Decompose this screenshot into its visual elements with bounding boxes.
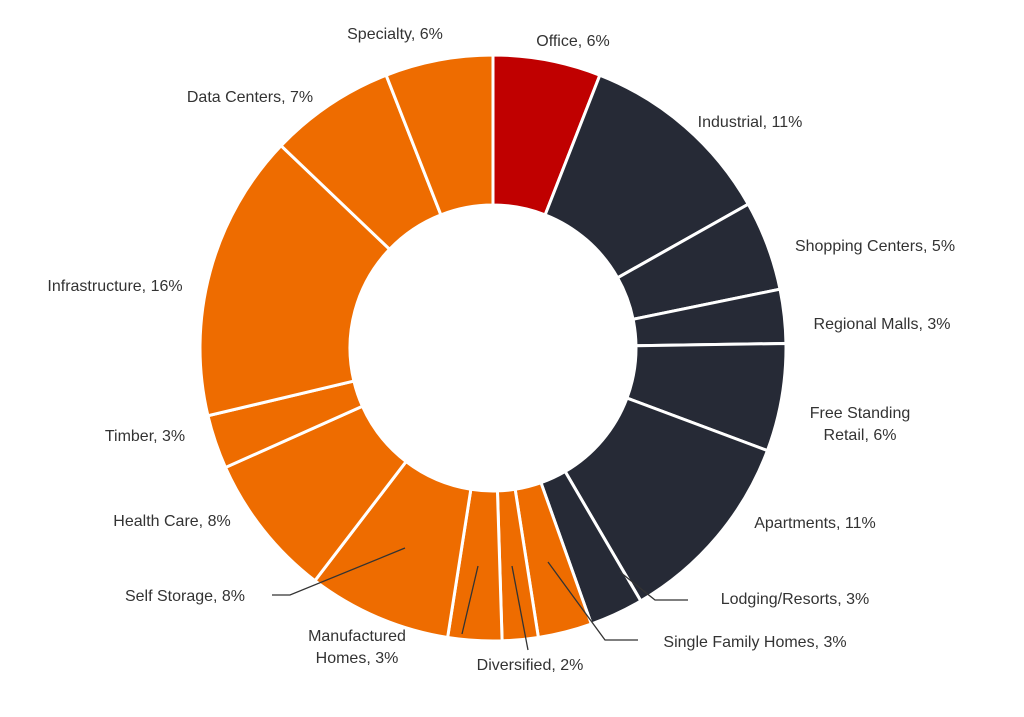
data-label: Apartments, 11% bbox=[754, 515, 876, 532]
data-label: Data Centers, 7% bbox=[186, 89, 314, 106]
data-label: Shopping Centers, 5% bbox=[794, 238, 956, 255]
data-label: Regional Malls, 3% bbox=[813, 316, 951, 333]
data-label: Self Storage, 8% bbox=[124, 588, 246, 605]
data-label: Lodging/Resorts, 3% bbox=[720, 591, 870, 608]
leader-line bbox=[511, 565, 529, 651]
slice bbox=[198, 143, 392, 418]
leader-line bbox=[547, 561, 638, 641]
slice bbox=[384, 53, 495, 217]
data-label: Health Care, 8% bbox=[113, 513, 231, 530]
data-label: Office, 6% bbox=[536, 33, 610, 50]
data-label: Infrastructure, 16% bbox=[47, 278, 183, 295]
slice bbox=[543, 73, 751, 280]
data-label: Manufactured Homes, 3% bbox=[308, 628, 406, 667]
leader-line bbox=[619, 571, 688, 601]
data-label: Industrial, 11% bbox=[697, 114, 803, 131]
leader-line bbox=[461, 565, 479, 635]
slice bbox=[563, 396, 770, 604]
data-label: Specialty, 6% bbox=[347, 26, 443, 43]
data-label: Free Standing Retail, 6% bbox=[809, 405, 911, 444]
data-label: Diversified, 2% bbox=[476, 657, 584, 674]
data-label: Timber, 3% bbox=[104, 428, 186, 445]
leader-line bbox=[272, 547, 406, 596]
slices bbox=[198, 53, 788, 643]
data-label: Single Family Homes, 3% bbox=[663, 634, 847, 651]
